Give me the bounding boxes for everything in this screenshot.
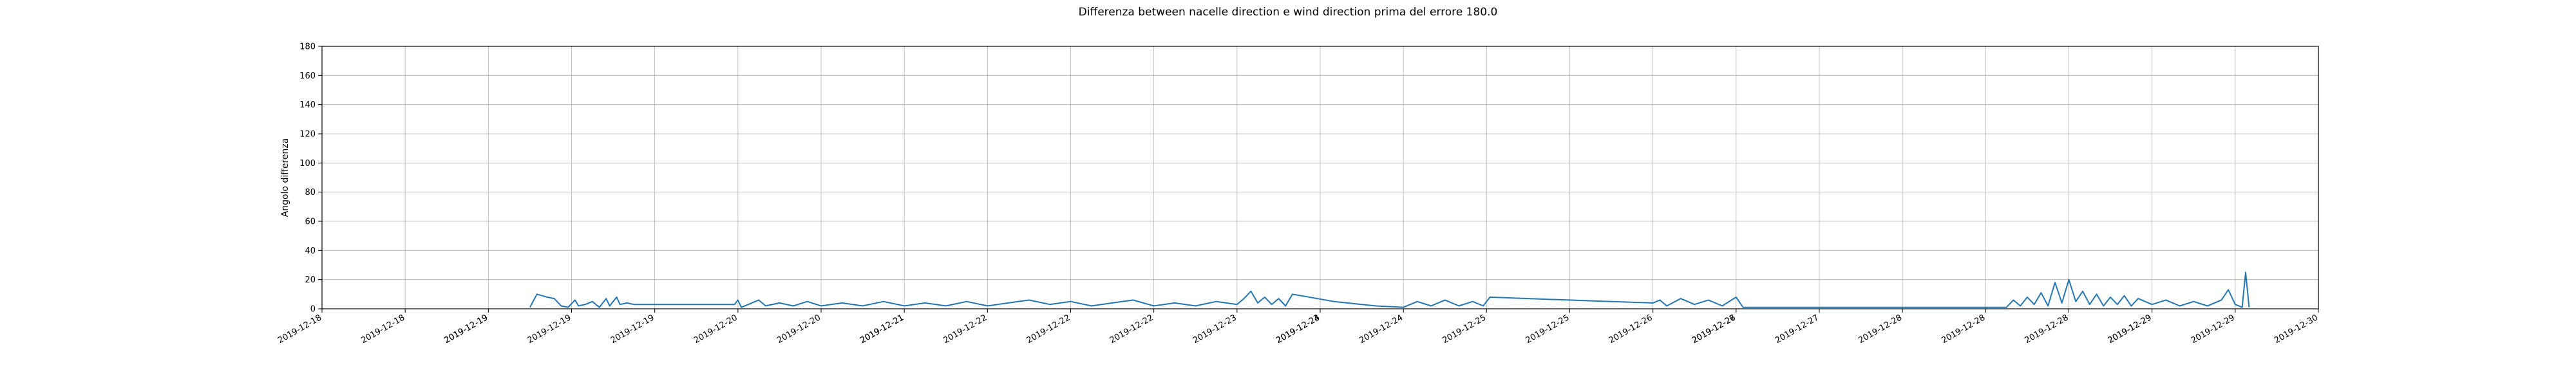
x-tick-label: 2019-12-20: [692, 313, 739, 345]
x-tick-label: 2019-12-18: [276, 313, 323, 345]
x-tick-label: 2019-12-18: [359, 313, 406, 345]
x-tick-label: 2019-12-28: [1940, 313, 1987, 345]
y-tick-label: 80: [305, 188, 316, 198]
y-tick-label: 180: [299, 42, 316, 52]
x-tick-label: 2019-12-30: [2273, 313, 2320, 345]
x-tick-label: 2019-12-22: [1025, 313, 1072, 345]
x-tick-label: 2019-12-24: [1358, 313, 1405, 345]
x-tick-label: 2019-12-22: [1108, 313, 1155, 345]
y-tick-label: 20: [305, 275, 316, 285]
plot-frame: [321, 46, 2319, 309]
series-layer: [529, 271, 2250, 308]
x-tick-label: 2019-12-19: [526, 313, 573, 345]
x-tick-label: 2019-12-25: [1524, 313, 1571, 345]
y-tick-label: 0: [310, 305, 316, 315]
x-tick-label: 2019-12-24: [1274, 313, 1321, 345]
x-tick-label: 2019-12-28: [2023, 313, 2070, 345]
x-tick-label: 2019-12-20: [775, 313, 822, 345]
y-tick-label: 40: [305, 246, 316, 256]
x-tick-label: 2019-12-19: [609, 313, 656, 345]
y-tick-label: 60: [305, 217, 316, 227]
x-tick-label: 2019-12-29: [2107, 313, 2154, 345]
x-tick-label: 2019-12-27: [1690, 313, 1738, 345]
x-tick-label: 2019-12-21: [858, 313, 905, 345]
x-tick-label: 2019-12-27: [1774, 313, 1821, 345]
x-tick-label: 2019-12-25: [1441, 313, 1488, 345]
x-tick-label: 2019-12-23: [1191, 313, 1238, 345]
series-line: [529, 271, 2250, 308]
y-tick-label: 100: [299, 159, 316, 169]
grid-lines: [321, 46, 2319, 309]
x-tick-label: 2019-12-22: [942, 313, 989, 345]
x-tick-label: 2019-12-19: [442, 313, 489, 345]
x-tick-label: 2019-12-26: [1607, 313, 1654, 345]
y-tick-label: 120: [299, 130, 316, 140]
x-tick-label: 2019-12-29: [2190, 313, 2237, 345]
x-tick-label: 2019-12-28: [1857, 313, 1904, 345]
y-tick-label: 140: [299, 100, 316, 110]
chart-title: Differenza between nacelle direction e w…: [1078, 6, 1498, 19]
y-tick-label: 160: [299, 71, 316, 81]
